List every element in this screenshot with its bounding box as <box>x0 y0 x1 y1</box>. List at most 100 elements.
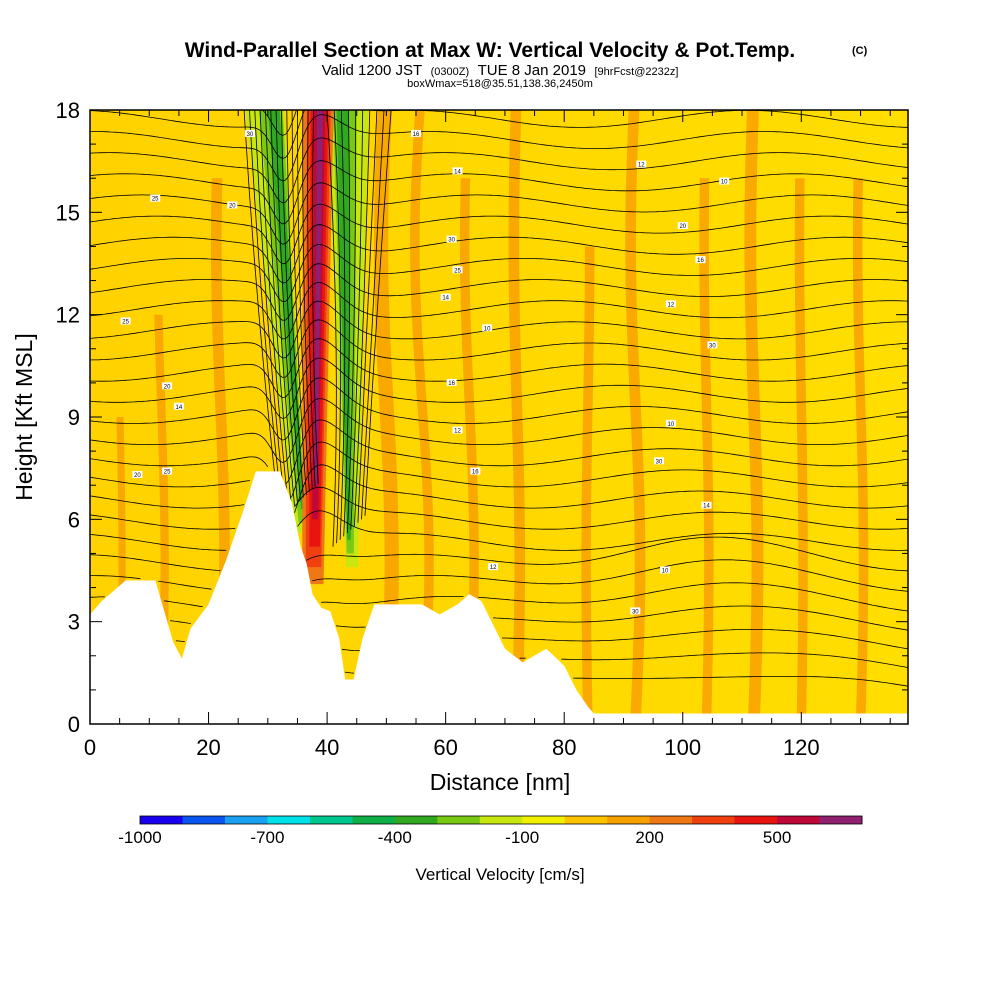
updraft-streak <box>852 178 869 724</box>
contour-label-bg <box>677 222 688 229</box>
theta-contour <box>90 398 908 463</box>
theta-contour <box>90 300 908 359</box>
x-tick-label: 100 <box>664 735 701 760</box>
contour-label-text: 16 <box>472 470 479 476</box>
contour-label-text: 12 <box>638 163 645 169</box>
colorbar-swatch <box>479 816 523 824</box>
updraft-streak <box>459 178 479 724</box>
colorbar-swatch <box>309 816 353 824</box>
contour-label-text: 14 <box>454 169 461 175</box>
contour-label: 30 <box>654 457 664 465</box>
y-tick-label: 12 <box>56 303 80 328</box>
theta-contour <box>90 224 908 284</box>
contour-labels: 30 25 20 16 14 12 10 30 25 20 16 14 12 10 30 25 20 16 14 12… <box>120 129 730 615</box>
chart-subtitle: Valid 1200 JST (0300Z) TUE 8 Jan 2019 [9… <box>322 62 679 79</box>
contour-label-bg <box>411 129 421 137</box>
updraft-streak <box>794 178 808 724</box>
x-tick-label: 20 <box>196 735 220 760</box>
colorbar-tick-label: -1000 <box>118 828 161 847</box>
contour-label-bg <box>162 467 173 475</box>
downdraft-band-west <box>267 110 305 510</box>
contour-label-text: 16 <box>413 132 420 138</box>
theta-contour <box>90 486 908 530</box>
contour-label: 30 <box>446 235 457 244</box>
colorbar-tick-label: 500 <box>763 828 791 847</box>
theta-contour <box>90 464 908 513</box>
colorbar-swatch <box>437 816 481 824</box>
contour-label-text: 30 <box>656 459 663 465</box>
theta-contour <box>364 110 392 516</box>
contour-label: 25 <box>120 317 131 326</box>
contour-label-bg <box>470 467 481 475</box>
contour-label: 30 <box>245 129 255 138</box>
colorbar-swatch <box>352 816 396 824</box>
colorbar-tick-labels: -1000 -700 -400 -100 200 500 <box>118 828 791 847</box>
theta-contour <box>90 263 908 321</box>
contour-label-bg <box>245 129 255 137</box>
subtitle-fcst: [9hrFcst@2232z] <box>594 66 678 78</box>
updraft-streak <box>625 110 646 724</box>
theta-contour <box>312 110 319 484</box>
y-tick-label: 0 <box>68 712 80 737</box>
contour-label: 30 <box>630 607 641 615</box>
theta-contour <box>90 282 908 340</box>
contour-label-text: 20 <box>164 384 171 390</box>
theta-contour <box>343 110 351 537</box>
contour-label: 16 <box>411 129 421 138</box>
colorbar-label: Vertical Velocity [cm/s] <box>415 865 584 884</box>
theta-contour <box>90 510 908 551</box>
colorbar-swatch <box>224 816 268 824</box>
contour-label-text: 30 <box>632 609 639 615</box>
contour-label-bg <box>173 402 184 410</box>
contour-label: 14 <box>452 167 463 175</box>
colorbar-swatch <box>394 816 438 824</box>
x-tick-labels: 0 20 40 60 80 100 120 <box>84 735 820 760</box>
colorbar-swatch <box>522 816 566 824</box>
contour-label-text: 25 <box>164 470 171 476</box>
colorbar-tick-label: -700 <box>250 828 284 847</box>
contour-label: 10 <box>660 566 670 575</box>
contour-label-text: 25 <box>152 197 159 203</box>
contour-label-text: 20 <box>229 204 236 210</box>
theta-contour <box>344 652 908 674</box>
theta-contour <box>265 110 292 509</box>
theta-contour <box>302 110 313 490</box>
colorbar-swatch <box>182 816 226 824</box>
theta-contour <box>361 110 385 520</box>
contour-label-bg <box>227 201 238 209</box>
theta-contour <box>90 536 908 572</box>
contour-label: 10 <box>665 419 676 428</box>
x-tick-label: 0 <box>84 735 96 760</box>
x-axis-label: Distance [nm] <box>430 769 571 795</box>
contour-label-bg <box>695 256 706 264</box>
contour-label-bg <box>488 563 499 571</box>
colorbar-tick-label: 200 <box>635 828 663 847</box>
theta-contour <box>90 559 908 592</box>
contour-label: 14 <box>701 501 712 510</box>
theta-contour <box>291 110 307 495</box>
contour-label: 14 <box>440 293 451 302</box>
contour-label-bg <box>162 382 173 390</box>
theta-contour <box>90 338 908 399</box>
theta-contour <box>254 110 286 514</box>
contour-label-text: 12 <box>454 429 461 435</box>
contour-label: 10 <box>482 324 493 332</box>
contour-label-text: 30 <box>247 132 254 138</box>
theta-contour <box>346 110 357 534</box>
contour-label-bg <box>630 607 641 615</box>
contour-label: 14 <box>173 402 184 411</box>
contour-label: 20 <box>677 222 688 230</box>
contour-label-bg <box>665 419 676 427</box>
contour-label-bg <box>482 324 493 332</box>
contour-label: 20 <box>132 471 143 479</box>
theta-contour <box>243 110 281 520</box>
title-mark: (C) <box>852 45 868 57</box>
theta-contour <box>90 160 908 225</box>
theta-contour <box>307 110 316 487</box>
contour-label-text: 10 <box>484 326 491 332</box>
contour-label-text: 10 <box>721 180 728 186</box>
theta-contour <box>333 110 341 544</box>
x-tick-label: 40 <box>315 735 339 760</box>
y-tick-label: 15 <box>56 200 80 225</box>
contour-label-text: 30 <box>448 238 455 244</box>
